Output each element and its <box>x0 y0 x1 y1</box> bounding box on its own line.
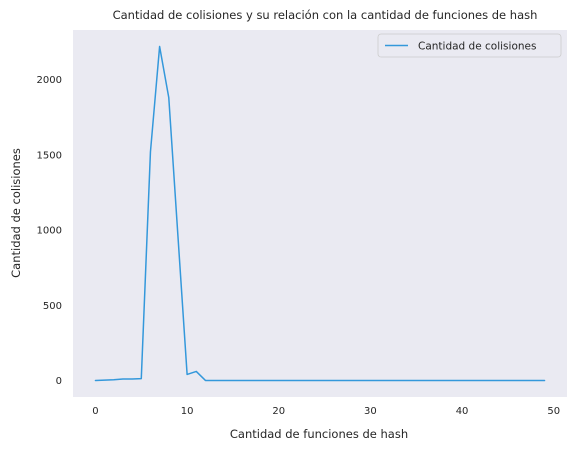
y-tick-label: 0 <box>56 376 62 387</box>
data-point <box>159 46 160 47</box>
data-point <box>434 380 435 381</box>
data-point <box>187 374 188 375</box>
data-point <box>443 380 444 381</box>
data-point <box>242 380 243 381</box>
legend: Cantidad de colisiones <box>377 33 562 58</box>
legend-box <box>377 33 562 58</box>
data-point <box>260 380 261 381</box>
legend-entry-label: Cantidad de colisiones <box>418 41 536 53</box>
y-axis-ticks: 0 500 1000 1500 2000 <box>37 75 62 387</box>
data-point <box>471 380 472 381</box>
series-line-cantidad-de-colisiones <box>94 45 546 382</box>
x-tick-label: 10 <box>181 406 194 417</box>
data-point <box>370 380 371 381</box>
data-point <box>425 380 426 381</box>
y-tick-label: 1500 <box>37 150 62 161</box>
data-point <box>342 380 343 381</box>
data-point <box>205 380 206 381</box>
data-point <box>315 380 316 381</box>
data-point <box>113 379 114 380</box>
data-point <box>150 151 151 152</box>
y-tick-label: 1000 <box>37 226 62 237</box>
data-point <box>287 380 288 381</box>
data-point <box>397 380 398 381</box>
data-point <box>544 380 545 381</box>
x-axis-label: Cantidad de funciones de hash <box>230 427 408 441</box>
x-tick-label: 30 <box>364 406 377 417</box>
data-point <box>361 380 362 381</box>
data-point <box>296 380 297 381</box>
data-point <box>196 371 197 372</box>
x-tick-label: 20 <box>272 406 285 417</box>
data-point <box>507 380 508 381</box>
x-tick-label: 40 <box>456 406 469 417</box>
y-tick-label: 500 <box>43 301 62 312</box>
x-axis-ticks: 0 10 20 30 40 50 <box>92 406 560 417</box>
data-point <box>104 380 105 381</box>
data-point <box>177 235 178 236</box>
data-point <box>489 380 490 381</box>
data-point <box>122 378 123 379</box>
data-point <box>95 380 96 381</box>
data-point <box>324 380 325 381</box>
data-point <box>306 380 307 381</box>
x-tick-label: 0 <box>92 406 98 417</box>
data-point <box>406 380 407 381</box>
data-point <box>223 380 224 381</box>
data-point <box>351 380 352 381</box>
data-point <box>132 378 133 379</box>
data-point <box>168 97 169 98</box>
data-point <box>388 380 389 381</box>
data-point <box>141 378 142 379</box>
data-point <box>452 380 453 381</box>
data-point <box>232 380 233 381</box>
data-point <box>214 380 215 381</box>
data-point <box>269 380 270 381</box>
data-point <box>461 380 462 381</box>
y-axis-label: Cantidad de colisiones <box>9 148 23 278</box>
plot-area <box>73 30 567 397</box>
data-point <box>498 380 499 381</box>
data-point <box>535 380 536 381</box>
y-tick-label: 2000 <box>37 75 62 86</box>
x-tick-label: 50 <box>547 406 560 417</box>
data-point <box>251 380 252 381</box>
data-point <box>278 380 279 381</box>
chart-title: Cantidad de colisiones y su relación con… <box>113 8 538 22</box>
data-point <box>416 380 417 381</box>
data-point <box>333 380 334 381</box>
data-point <box>480 380 481 381</box>
data-point <box>379 380 380 381</box>
data-point <box>516 380 517 381</box>
data-point <box>526 380 527 381</box>
